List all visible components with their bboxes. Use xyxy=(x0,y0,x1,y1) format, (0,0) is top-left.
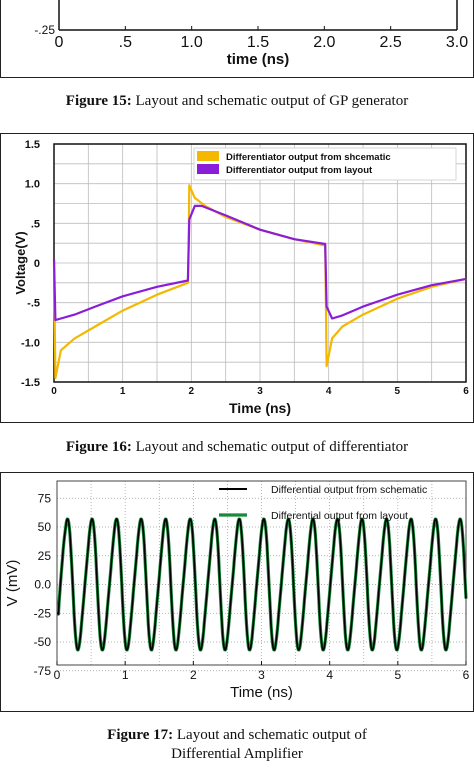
x-tick-label: 3 xyxy=(258,668,265,682)
y-tick-label: 25 xyxy=(38,549,52,563)
y-tick-label: -75 xyxy=(34,664,52,678)
legend-box xyxy=(193,147,457,181)
legend-label: Differential output from schematic xyxy=(271,484,427,496)
figure15-caption: Figure 15: Layout and schematic output o… xyxy=(0,92,474,111)
legend-label: Differentiator output from layout xyxy=(226,165,373,176)
y-tick-label: -50 xyxy=(34,635,52,649)
y-tick-label: 1.5 xyxy=(25,139,40,151)
figure15-caption-text: Layout and schematic output of GP genera… xyxy=(131,93,409,109)
x-axis-label: time (ns) xyxy=(227,51,290,68)
figure16-chart: 0 1 2 3 4 5 6 1.5 1.0 .5 0 -.5 -1.0 -1.5 Time (ns) Volt… xyxy=(13,139,469,416)
y-axis-label: V (mV) xyxy=(4,560,21,607)
x-tick-label: 1 xyxy=(120,386,126,397)
y-tick-label: -25 xyxy=(34,606,52,620)
x-tick-label: 6 xyxy=(463,668,470,682)
x-tick-label: 1.5 xyxy=(247,34,269,51)
x-tick-label: 1 xyxy=(122,668,129,682)
y-tick-label: -.25 xyxy=(34,23,55,37)
figure17-caption-text: Layout and schematic output of xyxy=(173,727,367,743)
x-tick-label: 2 xyxy=(189,386,195,397)
x-tick-label: 0 xyxy=(55,34,64,51)
x-tick-label: 2 xyxy=(190,668,197,682)
figure17-caption-label: Figure 17: xyxy=(107,727,174,743)
x-tick-label: 0 xyxy=(54,668,61,682)
legend-label: Differentiator output from shcematic xyxy=(226,152,391,163)
legend-swatch xyxy=(197,164,219,174)
x-tick-label: 2.5 xyxy=(380,34,402,51)
figure16-panel: 0 1 2 3 4 5 6 1.5 1.0 .5 0 -.5 -1.0 -1.5 Time (ns) Volt… xyxy=(0,133,474,423)
figure17-panel: 0 1 2 3 4 5 6 75 50 25 0.0 -25 -50 -75 Time (ns) V (mV)… xyxy=(0,472,474,712)
figure15-panel: -.25 0 .5 1.0 1.5 2.0 2.5 3.0 time (ns) xyxy=(0,0,474,78)
y-tick-label: 75 xyxy=(38,491,52,505)
figure16-caption-label: Figure 16: xyxy=(65,439,132,455)
y-tick-label: 0 xyxy=(34,258,40,270)
figure17-chart: 0 1 2 3 4 5 6 75 50 25 0.0 -25 -50 -75 Time (ns) V (mV)… xyxy=(4,480,470,701)
y-axis-label: Voltage(V) xyxy=(13,231,28,294)
x-tick-label: 5 xyxy=(394,668,401,682)
figure17-caption: Figure 17: Layout and schematic output o… xyxy=(0,726,474,764)
x-tick-label: 3 xyxy=(257,386,263,397)
x-tick-label: 6 xyxy=(463,386,469,397)
figure16-caption: Figure 16: Layout and schematic output o… xyxy=(0,438,474,457)
x-tick-label: 1.0 xyxy=(181,34,203,51)
y-tick-label: 1.0 xyxy=(25,179,40,191)
series-line-1 xyxy=(56,518,467,651)
y-tick-label: .5 xyxy=(31,218,40,230)
legend-swatch xyxy=(197,151,219,161)
x-tick-label: 4 xyxy=(326,668,333,682)
y-tick-label: -1.0 xyxy=(21,337,40,349)
x-axis-label: Time (ns) xyxy=(230,684,293,701)
figure16-caption-text: Layout and schematic output of different… xyxy=(131,439,409,455)
legend-label: Differential output from layout xyxy=(271,510,408,522)
series-line-2 xyxy=(52,204,467,322)
x-axis-label: Time (ns) xyxy=(229,400,291,416)
x-tick-label: 3.0 xyxy=(446,34,468,51)
y-tick-label: 50 xyxy=(38,520,52,534)
figure15-chart: -.250 .5 1.0 1.5 2.0 2.5 3.0 time (ns) xyxy=(34,0,468,68)
x-tick-label: 5 xyxy=(395,386,401,397)
y-tick-label: 0.0 xyxy=(34,578,51,592)
x-tick-label: .5 xyxy=(119,34,132,51)
x-tick-label: 4 xyxy=(326,386,332,397)
figure17-caption-line2: Differential Amplifier xyxy=(171,746,303,762)
figure15-caption-label: Figure 15: xyxy=(65,93,132,109)
y-tick-label: -1.5 xyxy=(21,377,40,389)
y-tick-label: -.5 xyxy=(27,298,40,310)
x-tick-label: 0 xyxy=(51,386,57,397)
x-tick-label: 2.0 xyxy=(313,34,335,51)
